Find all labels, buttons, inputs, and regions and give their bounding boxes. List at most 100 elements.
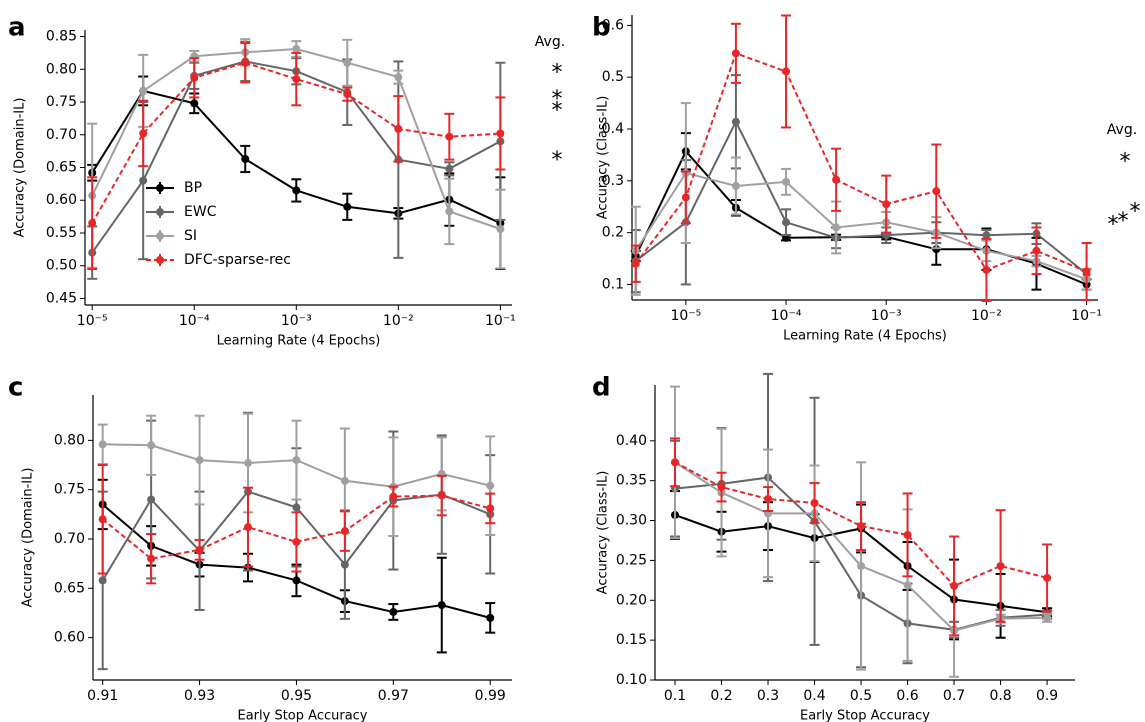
y-tick-label: 0.1: [602, 276, 624, 292]
data-point: [437, 491, 446, 500]
data-point: [982, 265, 991, 274]
x-tick-label: 10⁻¹: [485, 313, 516, 329]
data-point: [292, 75, 301, 84]
x-axis-label: Early Stop Accuracy: [800, 709, 930, 722]
data-point: [139, 129, 148, 138]
x-tick-label: 0.7: [943, 688, 965, 704]
x-axis-label: Learning Rate (4 Epochs): [217, 334, 381, 349]
y-axis-label: Accuracy (Domain-IL): [21, 468, 36, 608]
data-point: [394, 73, 403, 82]
data-point: [394, 124, 403, 133]
avg-marker: *: [1120, 149, 1131, 174]
legend-label: DFC-sparse-rec: [184, 252, 291, 268]
data-point: [98, 515, 107, 524]
y-tick-label: 0.65: [46, 160, 77, 176]
data-point: [292, 537, 301, 546]
data-point: [1043, 573, 1052, 582]
data-point: [147, 554, 156, 563]
data-point: [681, 193, 690, 202]
data-point: [343, 90, 352, 99]
avg-marker: *: [552, 87, 563, 112]
x-tick-label: 10⁻³: [871, 308, 902, 324]
y-tick-label: 0.25: [616, 552, 647, 568]
y-tick-label: 0.45: [46, 290, 77, 306]
x-tick-label: 0.2: [710, 688, 732, 704]
data-point: [147, 495, 156, 504]
legend-marker: [156, 256, 164, 264]
data-point: [782, 177, 791, 186]
y-axis-label: Accuracy (Class-IL): [596, 471, 611, 595]
data-point: [496, 129, 505, 138]
data-point: [340, 527, 349, 536]
data-point: [340, 476, 349, 485]
series-line: [91, 61, 501, 224]
avg-title: Avg.: [535, 34, 565, 50]
data-point: [810, 499, 819, 507]
data-point: [1082, 267, 1091, 276]
avg-marker: *: [1130, 200, 1141, 225]
x-tick-label: 0.9: [1036, 688, 1058, 704]
avg-marker: *: [1108, 213, 1119, 238]
x-tick-label: 0.95: [281, 688, 312, 704]
data-point: [950, 581, 959, 590]
data-point: [445, 132, 454, 141]
data-point: [241, 154, 250, 163]
y-tick-label: 0.60: [54, 630, 85, 646]
x-tick-label: 10⁻⁴: [179, 313, 210, 329]
x-tick-label: 10⁻¹: [1071, 308, 1102, 324]
legend-label: SI: [184, 228, 197, 244]
data-point: [903, 530, 912, 539]
x-axis-label: Early Stop Accuracy: [238, 709, 368, 722]
x-tick-label: 0.93: [184, 688, 215, 704]
y-tick-label: 0.50: [46, 258, 77, 274]
data-point: [764, 495, 773, 504]
data-point: [147, 441, 156, 450]
data-point: [292, 576, 301, 585]
x-tick-label: 10⁻³: [281, 313, 312, 329]
data-point: [857, 561, 866, 570]
panel-label: d: [592, 373, 611, 403]
y-tick-label: 0.4: [602, 121, 624, 137]
series-line: [634, 171, 1087, 281]
data-point: [496, 225, 505, 234]
y-tick-label: 0.65: [54, 580, 85, 596]
data-point: [1032, 246, 1041, 255]
data-point: [139, 86, 148, 95]
x-tick-label: 10⁻²: [383, 313, 414, 329]
y-tick-label: 0.40: [616, 433, 647, 449]
data-point: [292, 44, 301, 53]
data-point: [486, 613, 495, 622]
data-point: [195, 545, 204, 554]
data-point: [717, 483, 726, 492]
data-point: [98, 440, 107, 449]
panel-label: a: [8, 13, 26, 43]
data-point: [486, 481, 495, 490]
series-line: [634, 149, 1087, 286]
x-tick-label: 0.99: [475, 688, 506, 704]
x-tick-label: 10⁻⁵: [77, 313, 108, 329]
data-point: [782, 218, 791, 227]
data-point: [731, 49, 740, 58]
data-point: [195, 456, 204, 465]
data-point: [389, 607, 398, 616]
x-tick-label: 0.5: [850, 688, 872, 704]
x-axis-label: Learning Rate (4 Epochs): [783, 329, 947, 344]
data-point: [857, 522, 866, 531]
data-point: [244, 523, 253, 532]
y-tick-label: 0.20: [616, 592, 647, 608]
x-tick-label: 0.91: [87, 688, 118, 704]
data-point: [88, 219, 97, 228]
y-tick-label: 0.75: [54, 482, 85, 498]
y-tick-label: 0.55: [46, 225, 77, 241]
data-point: [292, 186, 301, 195]
series-line: [634, 52, 1087, 273]
x-tick-label: 0.4: [803, 688, 825, 704]
data-point: [437, 601, 446, 610]
x-tick-label: 0.3: [757, 688, 779, 704]
series-line: [91, 89, 501, 225]
y-tick-label: 0.75: [46, 94, 77, 110]
legend-label: EWC: [184, 204, 217, 220]
y-tick-label: 0.3: [602, 173, 624, 189]
data-point: [343, 58, 352, 67]
